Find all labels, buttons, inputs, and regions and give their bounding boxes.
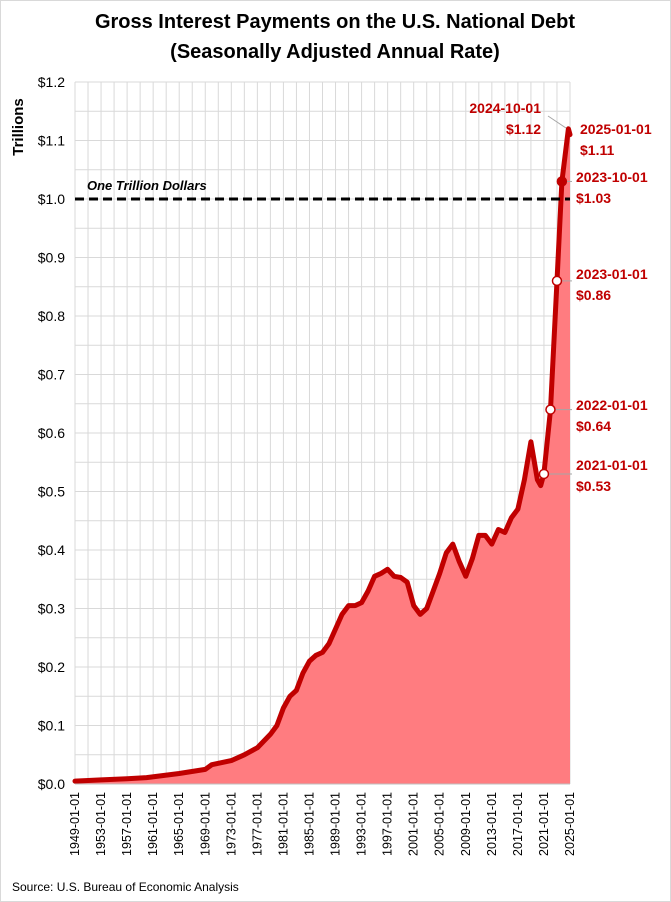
annotation-value: $1.03 bbox=[576, 190, 611, 206]
annotation-value: $0.86 bbox=[576, 287, 611, 303]
annotation-value: $1.12 bbox=[506, 121, 541, 137]
x-tick-label: 2005-01-01 bbox=[433, 792, 447, 856]
x-tick-label: 2009-01-01 bbox=[459, 792, 473, 856]
x-tick-label: 1985-01-01 bbox=[302, 792, 316, 856]
y-tick-label: $0.4 bbox=[38, 542, 65, 558]
x-tick-label: 1989-01-01 bbox=[329, 792, 343, 856]
annotation-date: 2023-10-01 bbox=[576, 169, 648, 185]
x-tick-label: 2021-01-01 bbox=[537, 792, 551, 856]
series-line bbox=[72, 126, 573, 784]
chart-title-line1: Gross Interest Payments on the U.S. Nati… bbox=[95, 11, 575, 33]
y-tick-label: $0.8 bbox=[38, 308, 65, 324]
area-fill bbox=[75, 128, 570, 785]
x-tick-label: 1997-01-01 bbox=[381, 792, 395, 856]
annotation-value: $1.11 bbox=[580, 142, 614, 158]
annotation-date: 2023-01-01 bbox=[576, 266, 648, 282]
annotation-value: $0.53 bbox=[576, 478, 611, 494]
y-tick-label: $0.9 bbox=[38, 250, 65, 266]
source-note: Source: U.S. Bureau of Economic Analysis bbox=[12, 880, 239, 894]
x-tick-label: 1981-01-01 bbox=[276, 792, 290, 856]
x-tick-label: 1961-01-01 bbox=[146, 792, 160, 856]
y-axis-label: Trillions bbox=[10, 98, 27, 156]
y-tick-label: $0.3 bbox=[38, 601, 65, 617]
x-tick-label: 1969-01-01 bbox=[198, 792, 212, 856]
y-tick-label: $0.0 bbox=[38, 776, 65, 792]
x-tick-label: 1993-01-01 bbox=[355, 792, 369, 856]
x-tick-label: 2013-01-01 bbox=[485, 792, 499, 856]
reference-line-label: One Trillion Dollars bbox=[87, 178, 207, 193]
chart-title-line2: (Seasonally Adjusted Annual Rate) bbox=[170, 41, 500, 63]
annotation-marker bbox=[538, 468, 550, 480]
annotation-leader-line bbox=[547, 115, 567, 129]
y-tick-label: $1.0 bbox=[38, 191, 65, 207]
annotation-marker bbox=[551, 275, 563, 287]
x-tick-label: 1965-01-01 bbox=[172, 792, 186, 856]
x-tick-label: 2001-01-01 bbox=[407, 792, 421, 856]
annotation-date: 2024-10-01 bbox=[469, 100, 541, 116]
annotation-date: 2025-01-01 bbox=[580, 121, 652, 137]
y-tick-label: $0.6 bbox=[38, 425, 65, 441]
y-tick-label: $0.2 bbox=[38, 659, 65, 675]
x-tick-label: 1977-01-01 bbox=[250, 792, 264, 856]
x-tick-label: 1953-01-01 bbox=[94, 792, 108, 856]
y-tick-label: $1.2 bbox=[38, 74, 65, 90]
annotation-date: 2021-01-01 bbox=[576, 457, 648, 473]
annotation-marker bbox=[545, 404, 556, 415]
annotation-marker bbox=[556, 176, 568, 187]
x-tick-label: 1957-01-01 bbox=[120, 792, 134, 856]
x-tick-label: 1949-01-01 bbox=[68, 792, 82, 856]
y-tick-label: $0.7 bbox=[38, 367, 65, 383]
y-tick-label: $1.1 bbox=[38, 133, 65, 149]
y-tick-label: $0.5 bbox=[38, 484, 65, 500]
x-tick-label: 2025-01-01 bbox=[563, 792, 577, 856]
annotation-value: $0.64 bbox=[576, 418, 611, 434]
annotation-date: 2022-01-01 bbox=[576, 397, 648, 413]
y-tick-label: $0.1 bbox=[38, 718, 65, 734]
x-tick-label: 2017-01-01 bbox=[511, 792, 525, 856]
x-tick-label: 1973-01-01 bbox=[224, 792, 238, 856]
